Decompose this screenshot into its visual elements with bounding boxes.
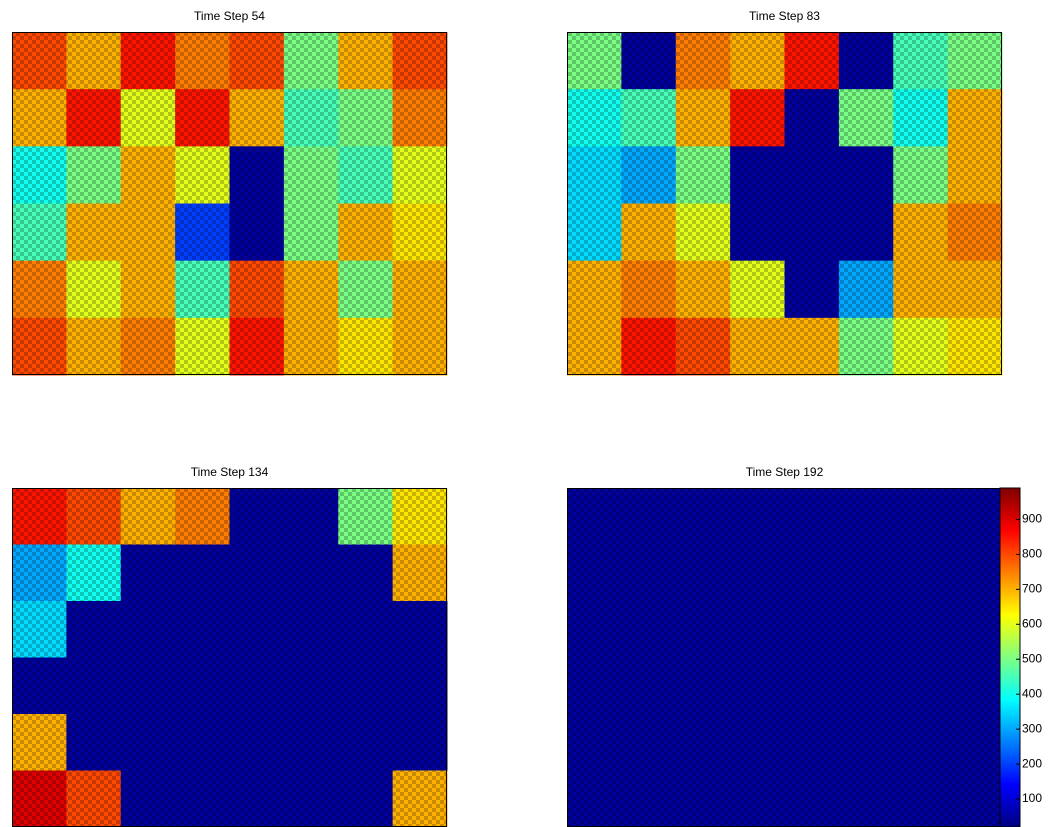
texture xyxy=(12,32,447,375)
colorbar-tick-label: 500 xyxy=(1022,651,1042,665)
texture xyxy=(12,488,447,827)
texture xyxy=(567,488,1002,827)
colorbar-tick-label: 600 xyxy=(1022,616,1042,630)
colorbar-tick-label: 100 xyxy=(1022,791,1042,805)
axes-frame xyxy=(12,32,447,375)
colorbar xyxy=(999,487,1021,827)
colorbar-tick-label: 400 xyxy=(1022,686,1042,700)
colorbar-tick-label: 300 xyxy=(1022,721,1042,735)
subplot-title: Time Step 192 xyxy=(746,465,824,479)
colorbar-tick-label: 800 xyxy=(1022,547,1042,561)
subplot-title: Time Step 134 xyxy=(191,465,269,479)
axes-frame xyxy=(567,32,1002,375)
subplot-title: Time Step 83 xyxy=(749,9,820,23)
colorbar-tick-label: 700 xyxy=(1022,582,1042,596)
colorbar-tick-label: 200 xyxy=(1022,756,1042,770)
colorbar-tick-label: 900 xyxy=(1022,512,1042,526)
texture xyxy=(567,32,1002,375)
subplot-title: Time Step 54 xyxy=(194,9,265,23)
